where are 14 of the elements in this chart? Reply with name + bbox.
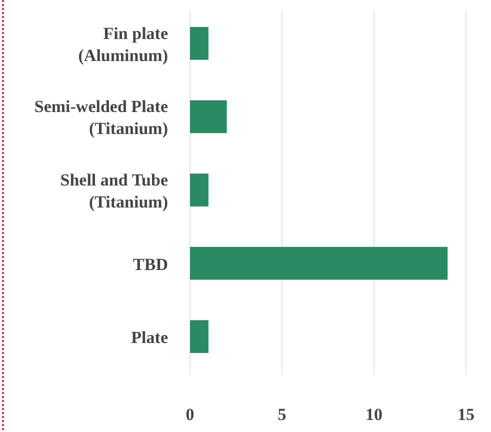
x-tick-label: 5 bbox=[278, 405, 286, 424]
y-tick-label: Fin plate (Aluminum) bbox=[78, 24, 168, 65]
x-tick-label: 10 bbox=[366, 405, 382, 424]
y-tick-label: Semi-welded Plate (Titanium) bbox=[34, 97, 168, 138]
bar bbox=[190, 246, 448, 280]
bar bbox=[190, 174, 208, 206]
x-tick-label: 15 bbox=[458, 405, 474, 424]
bar bbox=[190, 100, 227, 134]
y-tick-label: Plate bbox=[131, 328, 168, 347]
y-tick-label: Shell and Tube (Titanium) bbox=[60, 170, 168, 212]
x-tick-label: 0 bbox=[186, 405, 194, 424]
bar bbox=[190, 26, 208, 60]
y-tick-label: TBD bbox=[133, 254, 168, 274]
bar bbox=[190, 320, 208, 354]
